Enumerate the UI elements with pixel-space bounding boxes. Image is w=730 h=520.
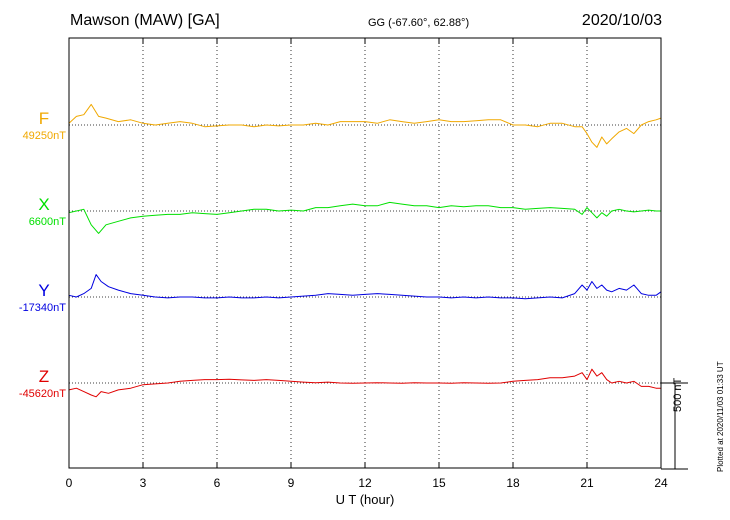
x-tick-label: 15 bbox=[432, 476, 446, 490]
x-tick-label: 6 bbox=[213, 476, 221, 490]
component-letter-f: F bbox=[38, 109, 50, 128]
baseline-label-y: -17340nT bbox=[18, 302, 66, 314]
component-letter-z: Z bbox=[38, 367, 50, 386]
x-tick-label: 18 bbox=[506, 476, 520, 490]
station-title: Mawson (MAW) [GA] bbox=[70, 12, 220, 29]
x-tick-label: 24 bbox=[654, 476, 668, 490]
series-f-line bbox=[68, 103, 662, 148]
x-tick-label: 21 bbox=[580, 476, 594, 490]
series-x-line bbox=[68, 201, 661, 234]
series-traces bbox=[68, 103, 662, 398]
x-tick-label: 0 bbox=[65, 476, 73, 490]
component-letter-x: X bbox=[38, 195, 50, 214]
baseline-label-f: 49250nT bbox=[22, 130, 66, 142]
baseline-label-z: -45620nT bbox=[18, 388, 66, 400]
plot-date: 2020/10/03 bbox=[581, 12, 662, 29]
scale-bar bbox=[661, 382, 688, 470]
geographic-coordinates: GG (-67.60°, 62.88°) bbox=[368, 17, 470, 29]
series-y-line bbox=[68, 274, 662, 300]
x-axis-label-text: U T (hour) bbox=[335, 492, 395, 507]
grid-lines bbox=[142, 38, 588, 468]
x-tick-label: 12 bbox=[358, 476, 372, 490]
plotted-timestamp: Plotted at 2020/11/03 01:33 UT bbox=[716, 361, 725, 472]
series-z-line bbox=[68, 368, 661, 398]
scale-bar-label: 500 nT bbox=[672, 377, 684, 412]
baseline-label-x: 6600nT bbox=[28, 216, 66, 228]
x-axis-label: U T (hour) bbox=[0, 492, 730, 507]
x-ticks bbox=[68, 38, 662, 468]
x-tick-label: 3 bbox=[139, 476, 147, 490]
x-tick-label: 9 bbox=[287, 476, 295, 490]
component-letter-y: Y bbox=[38, 281, 50, 300]
